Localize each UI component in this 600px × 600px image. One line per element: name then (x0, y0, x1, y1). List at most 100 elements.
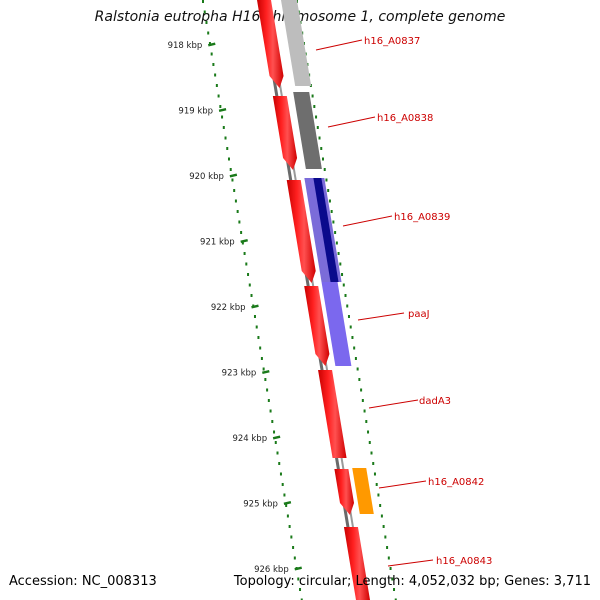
minor-tick-dot (292, 546, 295, 549)
major-tick-mark (283, 500, 292, 506)
major-tick-mark (240, 238, 248, 244)
minor-tick-dot (368, 441, 371, 444)
gene-leader-line (342, 215, 393, 227)
minor-tick-dot (384, 535, 387, 539)
gene-label[interactable]: h16_A0843 (436, 556, 492, 567)
cds-feature (272, 96, 298, 170)
minor-tick-dot (365, 420, 368, 423)
minor-tick-dot (373, 472, 376, 476)
gene-band (281, 0, 312, 86)
gene-label[interactable]: dadA3 (419, 396, 451, 407)
minor-tick-dot (247, 273, 250, 276)
minor-tick-dot (208, 42, 211, 45)
minor-tick-dot (354, 357, 357, 360)
gene-leader-line (327, 116, 376, 128)
minor-tick-dot (212, 63, 215, 66)
minor-tick-dot (241, 241, 244, 245)
major-tick-mark (262, 369, 270, 375)
major-tick-mark (251, 304, 259, 309)
minor-tick-dot (267, 399, 270, 402)
tick-label: 919 kbp (178, 107, 213, 117)
minor-tick-dot (214, 73, 217, 77)
minor-tick-dot (347, 315, 350, 318)
minor-tick-dot (262, 367, 265, 371)
gene-leader-line (368, 399, 419, 409)
minor-tick-dot (351, 336, 354, 339)
minor-tick-dot (370, 451, 373, 455)
gene-label[interactable]: h16_A0839 (394, 212, 450, 223)
minor-tick-dot (327, 189, 330, 192)
minor-tick-dot (273, 430, 276, 434)
gene-leader-line (387, 559, 434, 567)
minor-tick-dot (278, 462, 281, 465)
minor-tick-dot (344, 294, 347, 297)
topology-info: Topology: circular; Length: 4,052,032 bp… (233, 574, 591, 589)
minor-tick-dot (293, 556, 296, 560)
gene-leader-line (315, 39, 363, 51)
accession-text: Accession: NC_008313 (9, 574, 157, 589)
major-tick-mark (229, 173, 238, 178)
gene-band (293, 92, 322, 169)
minor-tick-dot (386, 546, 389, 549)
tick-label: 921 kbp (200, 238, 235, 248)
tick-label: 923 kbp (222, 369, 257, 379)
gene-label[interactable]: h16_A0837 (364, 36, 420, 47)
minor-tick-dot (342, 283, 345, 287)
major-tick-mark (294, 566, 302, 571)
minor-tick-dot (240, 231, 243, 234)
minor-tick-dot (243, 252, 246, 255)
gene-label[interactable]: h16_A0838 (377, 113, 433, 124)
minor-tick-dot (356, 367, 359, 371)
minor-tick-dot (253, 315, 256, 318)
minor-tick-dot (377, 493, 380, 497)
gene-label[interactable]: paaJ (408, 309, 430, 320)
minor-tick-dot (279, 472, 282, 476)
minor-tick-dot (238, 220, 241, 224)
minor-tick-dot (202, 0, 204, 3)
minor-tick-dot (361, 399, 364, 402)
minor-tick-dot (330, 210, 333, 213)
major-tick-mark (218, 107, 227, 113)
gene-label[interactable]: h16_A0842 (428, 477, 484, 488)
minor-tick-dot (248, 283, 251, 287)
minor-tick-dot (217, 94, 220, 98)
minor-tick-dot (393, 588, 396, 591)
minor-tick-dot (281, 483, 284, 486)
minor-tick-dot (389, 567, 392, 570)
minor-tick-dot (227, 157, 230, 161)
gene-band (313, 178, 339, 282)
minor-tick-dot (283, 493, 286, 497)
minor-tick-dot (271, 420, 274, 423)
tick-label: 918 kbp (168, 41, 203, 51)
tick-label: 922 kbp (211, 303, 246, 313)
minor-tick-dot (346, 304, 349, 308)
minor-tick-dot (337, 252, 340, 255)
tick-label: 925 kbp (243, 500, 278, 510)
minor-tick-dot (245, 262, 248, 266)
minor-tick-dot (259, 346, 262, 350)
minor-tick-dot (255, 325, 258, 329)
minor-tick-dot (229, 168, 232, 171)
gene-band (321, 282, 352, 366)
minor-tick-dot (321, 157, 324, 161)
minor-tick-dot (207, 31, 210, 35)
major-tick-mark (272, 435, 281, 440)
minor-tick-dot (341, 273, 344, 276)
minor-tick-dot (375, 483, 378, 486)
minor-tick-dot (236, 210, 239, 213)
minor-tick-dot (231, 178, 234, 182)
minor-tick-dot (334, 231, 337, 234)
minor-tick-dot (372, 462, 375, 465)
minor-tick-dot (264, 378, 267, 381)
gene-leader-line (378, 480, 427, 489)
minor-tick-dot (297, 577, 300, 581)
minor-tick-dot (260, 357, 263, 360)
minor-tick-dot (219, 105, 222, 108)
minor-tick-dot (394, 598, 397, 600)
minor-tick-dot (318, 136, 321, 140)
minor-tick-dot (290, 535, 293, 539)
minor-tick-dot (222, 126, 225, 129)
minor-tick-dot (339, 262, 342, 266)
minor-tick-dot (391, 577, 394, 581)
minor-tick-dot (221, 115, 224, 119)
